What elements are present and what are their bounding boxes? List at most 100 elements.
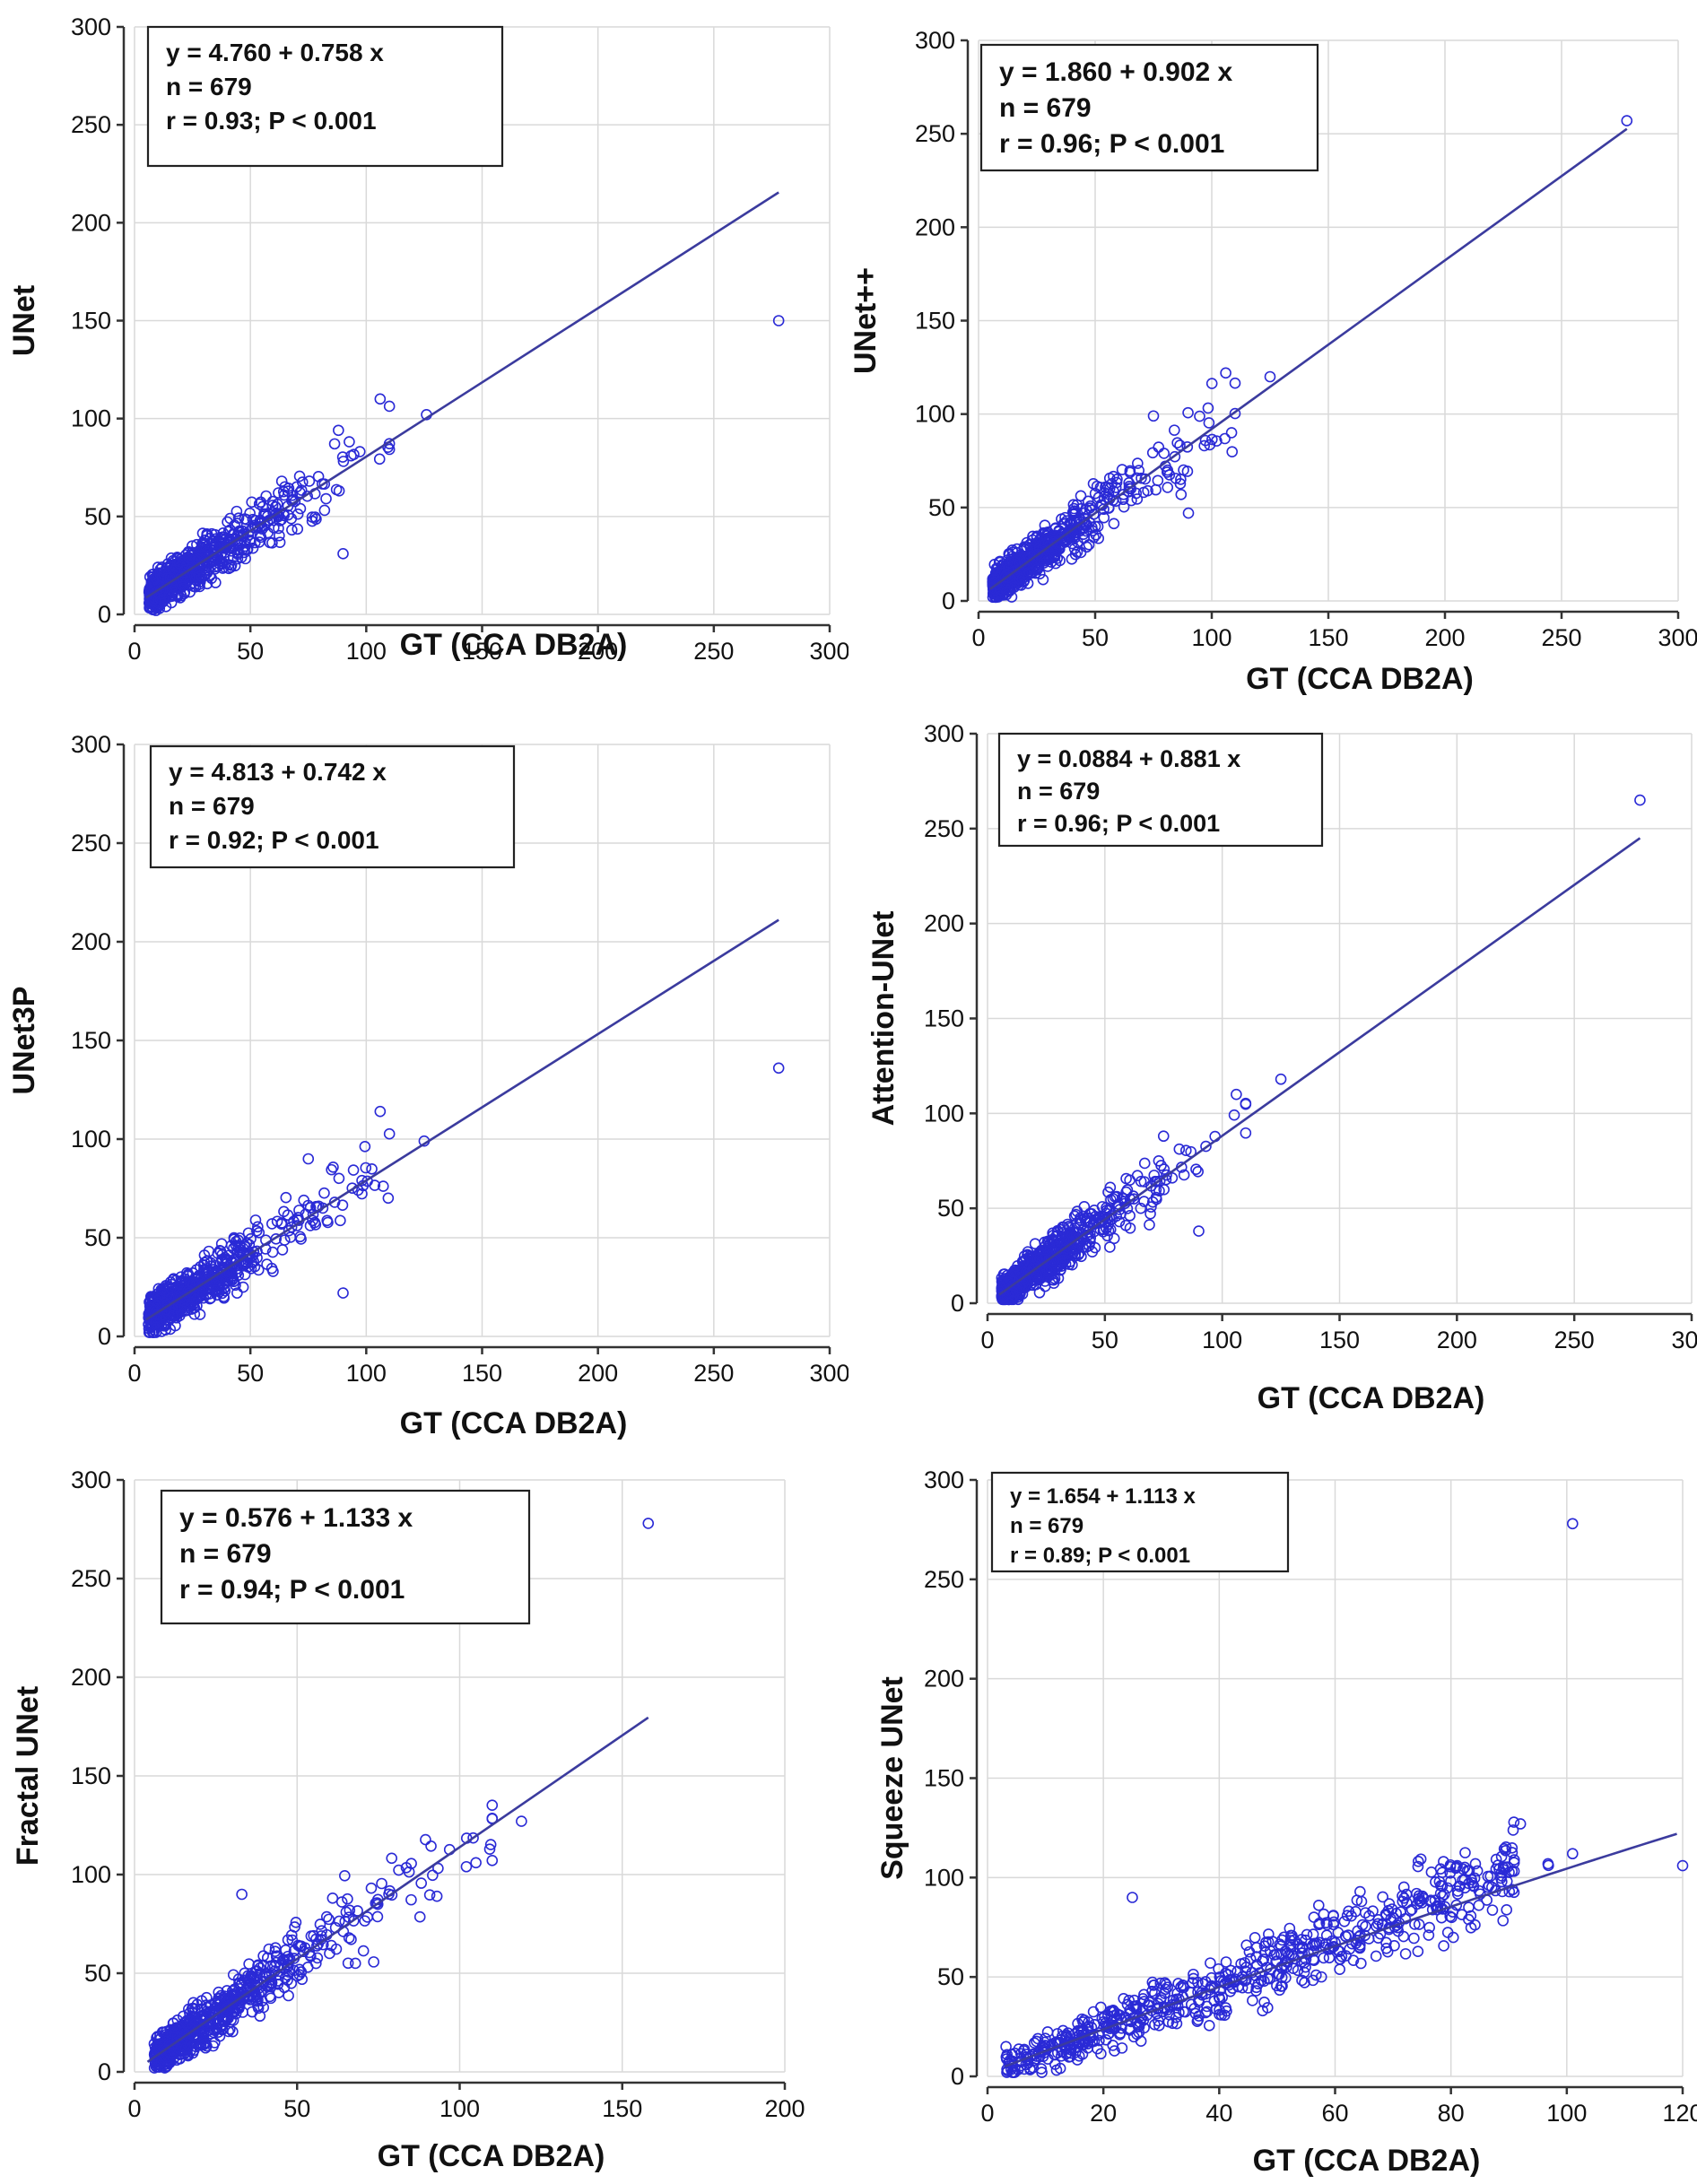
data-point xyxy=(1372,1918,1384,1930)
data-point xyxy=(1149,2019,1161,2031)
x-tick-label: 100 xyxy=(1546,2100,1587,2127)
data-point xyxy=(1201,2000,1213,2013)
data-point xyxy=(1147,1980,1160,1991)
x-tick-label: 200 xyxy=(578,1360,618,1387)
data-point xyxy=(335,1214,346,1227)
data-point xyxy=(1102,1224,1115,1237)
data-point xyxy=(1286,1929,1298,1942)
data-point xyxy=(302,1153,315,1165)
data-point xyxy=(216,1287,228,1300)
data-point xyxy=(275,475,288,487)
data-point xyxy=(353,446,366,457)
data-point xyxy=(269,1942,282,1953)
data-point xyxy=(1151,1176,1163,1188)
data-point xyxy=(1153,441,1165,453)
data-point xyxy=(1200,1140,1212,1153)
y-tick-label: 0 xyxy=(942,587,955,614)
data-point xyxy=(252,1221,264,1233)
data-point xyxy=(470,1857,482,1869)
data-point xyxy=(1399,1948,1412,1960)
y-axis-title: Fractal UNet xyxy=(11,1686,45,1866)
data-point xyxy=(187,2002,199,2014)
data-point xyxy=(1031,1253,1043,1266)
stats-box xyxy=(146,25,504,168)
x-tick-label: 100 xyxy=(1202,1327,1242,1353)
data-point xyxy=(1310,1969,1322,1981)
regression-line xyxy=(145,191,779,599)
data-point xyxy=(1507,1824,1519,1836)
data-point xyxy=(1132,457,1144,469)
data-point xyxy=(1083,539,1095,551)
regression-equation: y = 0.576 + 1.133 x xyxy=(179,1503,413,1533)
data-point xyxy=(1426,1903,1439,1916)
data-point xyxy=(377,1180,389,1192)
scatter-plot-unet: 0 50 100 150 200 250 300 0 50 100 150 200 250 300 GT (… xyxy=(7,13,848,665)
data-point xyxy=(1347,1954,1360,1966)
data-point xyxy=(460,1860,473,1873)
data-point xyxy=(1508,1886,1520,1899)
data-point xyxy=(1423,1921,1435,1934)
data-point xyxy=(274,529,285,542)
data-point xyxy=(342,1893,353,1905)
regression-line xyxy=(998,837,1641,1296)
data-point xyxy=(1024,2064,1036,2075)
sample-size: n = 679 xyxy=(1017,778,1100,805)
data-point xyxy=(1068,1210,1081,1223)
data-point xyxy=(467,1832,479,1844)
y-tick-label: 100 xyxy=(71,1861,111,1888)
correlation-stat: r = 0.93; P < 0.001 xyxy=(166,107,377,135)
data-point xyxy=(1175,489,1188,500)
data-point xyxy=(1000,587,1012,598)
data-point xyxy=(1383,1898,1396,1910)
data-point xyxy=(1240,1939,1253,1952)
data-point xyxy=(1441,1882,1454,1894)
data-point xyxy=(1372,1913,1385,1926)
data-point xyxy=(1161,1169,1172,1181)
data-point xyxy=(1257,1955,1268,1967)
data-point xyxy=(345,1934,357,1945)
data-point xyxy=(1458,1882,1471,1894)
data-point xyxy=(200,1991,213,2004)
data-point xyxy=(988,574,1000,586)
data-point xyxy=(1203,417,1215,429)
data-point xyxy=(361,1175,373,1188)
data-point xyxy=(1049,544,1062,557)
data-point xyxy=(229,1983,240,1996)
x-tick-label: 120 xyxy=(1662,2100,1697,2127)
y-axis-title: UNet xyxy=(7,285,41,356)
x-axis-title: GT (CCA DB2A) xyxy=(1246,662,1474,696)
data-point xyxy=(294,502,307,515)
data-point xyxy=(1179,1144,1192,1157)
data-point xyxy=(1058,518,1071,530)
data-point xyxy=(221,1253,233,1266)
x-tick-label: 250 xyxy=(1554,1327,1595,1353)
data-point xyxy=(1334,1953,1346,1965)
data-point xyxy=(1312,1900,1325,1911)
y-tick-label: 300 xyxy=(71,1466,111,1493)
x-tick-label: 50 xyxy=(1082,624,1109,651)
data-point xyxy=(295,1966,308,1978)
y-tick-label: 200 xyxy=(71,209,111,236)
data-point xyxy=(1202,402,1214,414)
data-point xyxy=(1138,1157,1151,1170)
data-point xyxy=(1213,1962,1224,1975)
data-point xyxy=(272,1975,284,1987)
data-point xyxy=(294,1231,306,1243)
data-point xyxy=(1206,433,1218,446)
data-point xyxy=(222,538,234,551)
data-point xyxy=(1051,1238,1064,1250)
regression-equation: y = 4.813 + 0.742 x xyxy=(169,758,387,786)
data-point xyxy=(1144,1207,1156,1220)
data-point xyxy=(322,1216,334,1229)
data-point xyxy=(1098,511,1110,524)
y-tick-label: 200 xyxy=(915,213,955,240)
data-point xyxy=(143,1327,155,1338)
data-point xyxy=(1137,486,1150,499)
data-point xyxy=(292,1970,303,1982)
y-tick-label: 200 xyxy=(71,1664,111,1691)
data-point xyxy=(382,1192,395,1205)
y-tick-label: 250 xyxy=(915,120,955,147)
data-point xyxy=(1174,439,1186,451)
data-point xyxy=(1124,1174,1136,1186)
y-axis-title: Squeeze UNet xyxy=(875,1676,909,1880)
